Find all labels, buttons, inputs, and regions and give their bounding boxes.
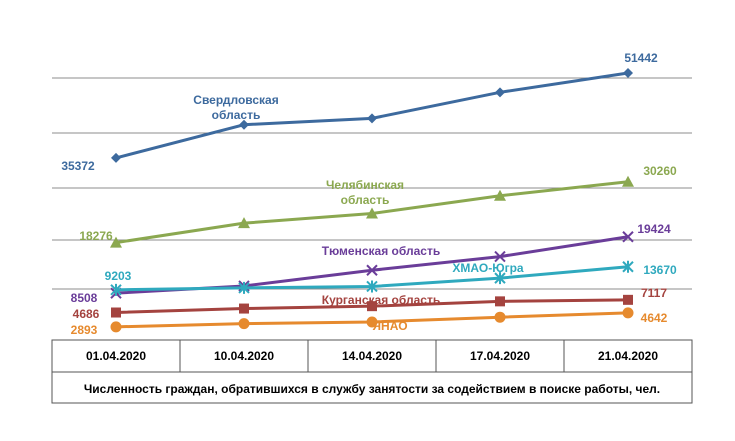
data-point xyxy=(110,321,122,333)
data-point xyxy=(494,272,506,285)
x-tick-label: 14.04.2020 xyxy=(342,349,402,363)
data-point xyxy=(622,260,634,273)
data-label: 51442 xyxy=(624,51,658,65)
data-point xyxy=(366,207,378,219)
data-point xyxy=(494,250,506,263)
data-point xyxy=(238,318,250,330)
data-label: 18276 xyxy=(79,229,113,243)
x-tick-label: 21.04.2020 xyxy=(598,349,658,363)
data-point xyxy=(111,307,121,318)
data-point xyxy=(110,236,122,248)
data-label: 9203 xyxy=(105,269,132,283)
series-yanao: 2893 4642 ЯНАО xyxy=(71,307,668,337)
data-label: 30260 xyxy=(643,164,677,178)
series-name-label: ЯНАО xyxy=(372,319,407,333)
data-point xyxy=(622,231,634,243)
data-label: 19424 xyxy=(637,222,671,236)
data-label: 4686 xyxy=(73,307,100,321)
series-name-label: Курганская область xyxy=(322,293,440,307)
data-point xyxy=(366,316,378,328)
data-label: 4642 xyxy=(641,311,668,325)
data-point xyxy=(623,294,633,305)
x-tick-label: 01.04.2020 xyxy=(86,349,146,363)
series-name-label: область xyxy=(341,193,390,207)
data-point xyxy=(495,296,505,307)
series-kurgan: 4686 7117 Курганская область xyxy=(73,286,668,321)
data-label: 35372 xyxy=(61,159,95,173)
data-point xyxy=(494,189,506,201)
data-point xyxy=(622,307,634,319)
x-tick-label: 17.04.2020 xyxy=(470,349,530,363)
series-khmao: 9203 13670 ХМАО-Югра xyxy=(105,260,677,296)
data-point xyxy=(495,87,505,98)
series-layer: 3537251442Свердловскаяобласть1827630260Ч… xyxy=(61,51,677,337)
data-label: 2893 xyxy=(71,323,98,337)
series-name-label: область xyxy=(212,108,261,122)
data-point xyxy=(238,281,250,294)
series-name-label: Тюменская область xyxy=(322,244,440,258)
x-axis-title: Численность граждан, обратившихся в служ… xyxy=(84,382,660,396)
data-point xyxy=(367,301,377,312)
data-point xyxy=(239,119,249,130)
series-name-label: Свердловская xyxy=(193,93,278,107)
data-point xyxy=(623,67,633,78)
data-label: 8508 xyxy=(71,291,98,305)
data-label: 7117 xyxy=(641,286,667,300)
data-point xyxy=(111,152,121,163)
data-point xyxy=(494,311,506,323)
category-table: 01.04.2020 10.04.2020 14.04.2020 17.04.2020… xyxy=(51,339,693,404)
data-point xyxy=(366,280,378,293)
data-point xyxy=(110,283,122,296)
series-name-label: ХМАО-Югра xyxy=(452,261,524,275)
data-point xyxy=(367,113,377,124)
x-tick-label: 10.04.2020 xyxy=(214,349,274,363)
series-name-label: Челябинская xyxy=(326,178,404,192)
data-point xyxy=(622,175,634,187)
data-label: 13670 xyxy=(643,263,677,277)
data-point xyxy=(239,303,249,314)
data-point xyxy=(366,264,378,276)
data-point xyxy=(238,217,250,229)
